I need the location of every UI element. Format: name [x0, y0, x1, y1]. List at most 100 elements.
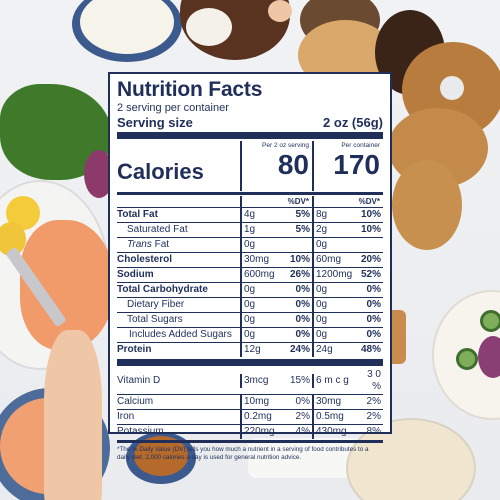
dv-per-serving: 0%: [295, 299, 310, 310]
amount-per-container: 0g: [312, 238, 354, 252]
servings-per-container: 2 serving per container: [117, 102, 229, 114]
hand: [44, 330, 102, 500]
dv-per-container: 0%: [366, 329, 381, 340]
calories-value-serving: 80: [277, 149, 309, 180]
dv-per-serving: 26%: [289, 269, 310, 280]
vitamin-row: Iron 0.2mg 2% 0.5mg 2%: [117, 410, 383, 424]
calories-value-container: 170: [333, 149, 380, 180]
calories-block: Calories Per 2 oz serving 80 Per contain…: [117, 141, 383, 191]
serving-size-value: 2 oz (56g): [323, 115, 383, 130]
calories-per-serving: Per 2 oz serving 80: [240, 141, 312, 191]
nutrient-name: Includes Added Sugars: [129, 329, 232, 340]
amount-per-serving: 1g: [240, 223, 282, 237]
divider-thin: [117, 237, 383, 238]
amount-per-serving: 0g: [240, 328, 282, 342]
divider-thin: [117, 207, 383, 208]
nutrient-name: Total Sugars: [127, 314, 183, 325]
nutrient-name: Saturated Fat: [127, 224, 188, 235]
amount-per-serving: 4g: [240, 208, 282, 222]
dv-per-serving: 10%: [289, 254, 310, 265]
nutrient-row: Trans Fat 0g 0g: [117, 238, 383, 252]
amount-per-container: 60mg: [312, 253, 354, 267]
serving-size-row: Serving size 2 oz (56g): [117, 115, 383, 130]
dv-header-row: %DV* %DV*: [117, 196, 383, 207]
nutrient-list: Total Fat 4g 5% 8g 10% Saturated Fat 1g 5% 2g 10%…: [117, 208, 383, 357]
divider-thin: [117, 327, 383, 328]
amount-per-serving: 600mg: [240, 268, 282, 282]
divider-thick: [117, 132, 383, 139]
col2-header: Per container: [341, 142, 380, 149]
red-onion: [478, 336, 500, 378]
vitamin-row: Potassium 220mg 4% 430mg 8%: [117, 425, 383, 439]
label-title: Nutrition Facts: [117, 78, 263, 101]
nutrient-name: Trans Fat: [117, 238, 240, 252]
nutrient-name: Cholesterol: [117, 254, 173, 265]
dv-per-container: 2%: [366, 411, 381, 422]
dv-header-container: %DV*: [312, 196, 383, 207]
amount-per-serving: 0g: [240, 298, 282, 312]
dv-per-serving: 4%: [295, 426, 310, 437]
serving-size-label: Serving size: [117, 115, 193, 130]
dv-per-serving: 0%: [295, 396, 310, 407]
amount-per-container: 0g: [312, 328, 354, 342]
vitamin-row: Vitamin D 3mcg 15% 6 m c g 3 0 %: [117, 368, 383, 394]
amount-per-serving: 0.2mg: [240, 410, 282, 424]
dv-per-serving: 0%: [295, 314, 310, 325]
dv-per-container: 0%: [366, 299, 381, 310]
nutrient-row: Cholesterol 30mg 10% 60mg 20%: [117, 253, 383, 267]
vitamin-name: Vitamin D: [117, 375, 161, 386]
nutrient-row: Includes Added Sugars 0g 0% 0g 0%: [117, 328, 383, 342]
dv-per-container: 52%: [360, 269, 381, 280]
amount-per-serving: 0g: [240, 283, 282, 297]
nutrient-name-italic: Trans: [127, 239, 152, 250]
amount-per-serving: 0g: [240, 313, 282, 327]
amount-per-container: 24g: [312, 343, 354, 357]
dv-per-serving: [282, 244, 312, 246]
vitamin-row: Calcium 10mg 0% 30mg 2%: [117, 395, 383, 409]
amount-per-serving: 12g: [240, 343, 282, 357]
divider-thin: [117, 312, 383, 313]
vitamin-name: Iron: [117, 411, 135, 422]
dv-header-serving: %DV*: [240, 196, 312, 207]
bagel-hole: [440, 76, 464, 100]
dv-per-container: [354, 244, 383, 246]
cream-cheese-spread: [186, 8, 232, 46]
dv-per-container: 20%: [360, 254, 381, 265]
calories-per-container: Per container 170: [312, 141, 383, 191]
nutrient-row: Saturated Fat 1g 5% 2g 10%: [117, 223, 383, 237]
amount-per-container: 0g: [312, 298, 354, 312]
nutrient-row: Total Fat 4g 5% 8g 10%: [117, 208, 383, 222]
dv-per-serving: 24%: [289, 344, 310, 355]
amount-per-serving: 30mg: [240, 253, 282, 267]
sesame-bagel: [392, 160, 462, 250]
nutrient-name-rest: Fat: [151, 239, 170, 250]
dv-per-container: 0%: [366, 284, 381, 295]
divider-thin: [117, 394, 383, 395]
amount-per-container: 0g: [312, 283, 354, 297]
col1-header: Per 2 oz serving: [262, 142, 309, 149]
divider-thin: [117, 252, 383, 253]
nutrient-name: Dietary Fiber: [127, 299, 185, 310]
calories-label: Calories: [117, 159, 204, 184]
dv-per-serving: 2%: [295, 411, 310, 422]
nutrient-row: Total Sugars 0g 0% 0g 0%: [117, 313, 383, 327]
amount-per-container: 8g: [312, 208, 354, 222]
amount-per-container: 0g: [312, 313, 354, 327]
nutrition-facts-label: Nutrition Facts 2 serving per container …: [108, 72, 392, 461]
nutrient-row: Protein 12g 24% 24g 48%: [117, 343, 383, 357]
dv-per-container: 8%: [366, 426, 381, 437]
dv-per-serving: 5%: [295, 224, 310, 235]
divider-thin: [117, 409, 383, 410]
dv-per-serving: 0%: [295, 284, 310, 295]
nutrient-name: Protein: [117, 344, 152, 355]
amount-per-container: 30mg: [312, 395, 354, 409]
divider-thin: [117, 282, 383, 283]
nutrient-name: Sodium: [117, 269, 154, 280]
divider-thick: [117, 359, 383, 366]
amount-per-serving: 220mg: [240, 425, 282, 439]
amount-per-container: 2g: [312, 223, 354, 237]
divider-medium: [117, 192, 383, 195]
cream-cheese: [80, 0, 174, 54]
divider-thin: [117, 222, 383, 223]
